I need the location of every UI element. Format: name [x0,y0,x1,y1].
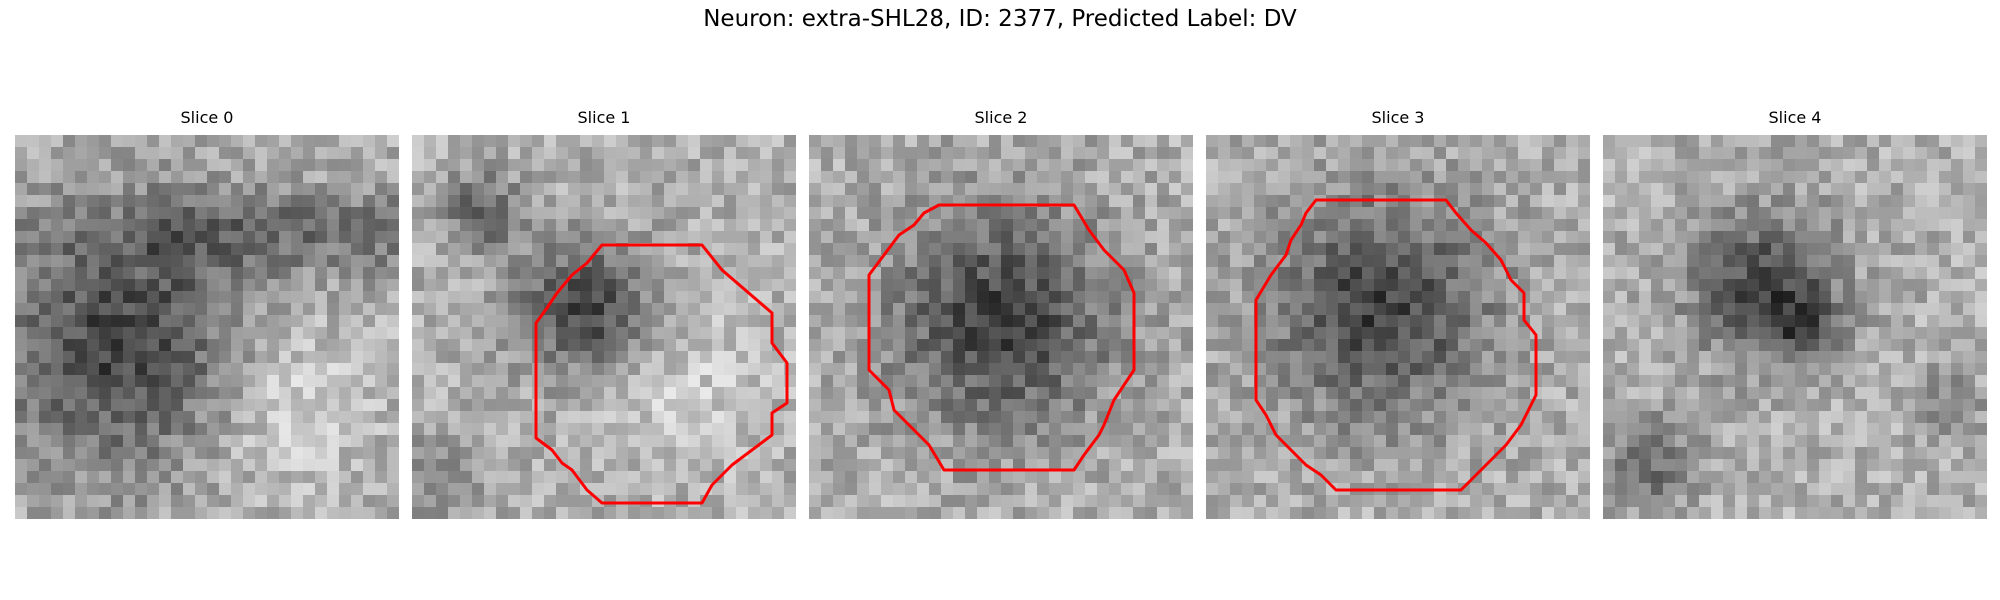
slice-title-1: Slice 1 [577,108,631,127]
pixel-grid [809,135,1193,519]
slice-image-0 [15,135,399,519]
neuron-contour [867,203,1136,472]
slice-image-4 [1603,135,1987,519]
figure-title: Neuron: extra-SHL28, ID: 2377, Predicted… [703,6,1297,32]
slice-title-2: Slice 2 [974,108,1028,127]
neuron-contour [1254,198,1538,492]
pixel-grid [1206,135,1590,519]
pixel-grid [412,135,796,519]
slice-image-1 [412,135,796,519]
pixel-grid [15,135,399,519]
slice-title-3: Slice 3 [1371,108,1425,127]
slice-title-0: Slice 0 [180,108,234,127]
pixel-grid [1603,135,1987,519]
slice-title-4: Slice 4 [1768,108,1822,127]
neuron-contour [534,243,789,505]
slice-image-3 [1206,135,1590,519]
slice-image-2 [809,135,1193,519]
